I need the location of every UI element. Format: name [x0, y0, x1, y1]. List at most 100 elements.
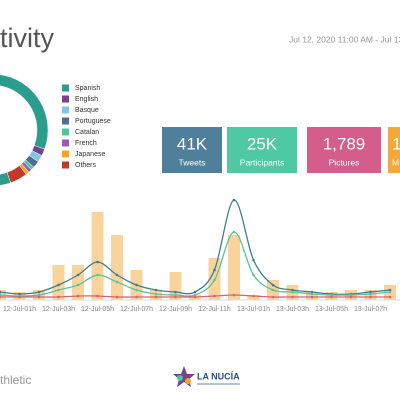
legend-label: Japanese	[75, 151, 105, 158]
line-point	[135, 288, 138, 292]
x-tick-label: 13-Jul-01h	[237, 306, 270, 313]
line-point	[232, 293, 236, 297]
line-point	[76, 283, 80, 287]
donut-slice	[6, 165, 27, 184]
footer-text: thletic	[0, 373, 31, 387]
line-point	[193, 290, 197, 294]
x-tick-label: 12-Jul-09h	[159, 306, 192, 313]
page-title: tivity	[0, 23, 55, 53]
line-point	[37, 290, 41, 294]
kpi-bg	[227, 127, 297, 173]
line-point	[388, 288, 392, 292]
line-point	[388, 290, 392, 294]
x-tick-label: 13-Jul-07h	[354, 306, 387, 313]
legend-swatch	[62, 139, 69, 147]
line-point	[174, 290, 177, 294]
line-point	[310, 290, 314, 294]
line-point	[271, 295, 275, 299]
line-point	[388, 295, 392, 299]
x-tick-label: 12-Jul-05h	[81, 306, 114, 313]
kpi-card: 1,789 Pictures	[307, 127, 381, 173]
line-point	[37, 295, 41, 299]
line-point	[57, 283, 60, 287]
line-point	[213, 278, 216, 282]
line-point	[252, 294, 255, 298]
kpi-card: 41K Tweets	[162, 127, 222, 173]
line-point	[18, 292, 21, 296]
legend-swatch	[62, 95, 69, 103]
line-point	[349, 295, 353, 299]
kpi-card: 25K Participants	[227, 127, 297, 173]
line-point	[291, 288, 294, 292]
line-point	[115, 273, 119, 277]
kpi-label: Tweets	[179, 157, 206, 167]
line-point	[330, 293, 333, 297]
bar	[91, 212, 104, 300]
line-point	[76, 273, 80, 277]
line-point	[76, 294, 80, 298]
line-point	[37, 293, 41, 297]
line-point	[154, 288, 158, 292]
line-point	[96, 294, 99, 298]
legend-swatch	[62, 161, 69, 169]
line-point	[271, 288, 275, 292]
line-point	[57, 295, 60, 299]
line-point	[271, 283, 275, 287]
legend-label: English	[75, 96, 98, 103]
date-range: Jul 12, 2020 11:00 AM - Jul 13,	[289, 34, 400, 44]
line-point	[0, 293, 2, 297]
bar	[111, 235, 123, 300]
bar	[247, 295, 260, 300]
x-tick-label: 13-Jul-05h	[315, 306, 348, 313]
line-point	[135, 283, 138, 287]
bar	[72, 265, 84, 300]
legend-label: Others	[75, 162, 97, 169]
line-point	[252, 273, 255, 277]
x-tick-label: 12-Jul-11h	[198, 306, 231, 313]
line-point	[174, 295, 177, 299]
line-point	[193, 295, 197, 299]
line-point	[115, 280, 119, 284]
line-point	[135, 295, 138, 299]
line-point	[349, 293, 353, 297]
line-point	[0, 295, 2, 299]
logo-dot	[177, 375, 183, 381]
line-point	[18, 295, 21, 299]
kpi-label: M	[392, 157, 399, 167]
line-point	[213, 294, 216, 298]
kpi-value: 41K	[177, 134, 208, 153]
legend-label: French	[75, 140, 97, 147]
legend-swatch	[62, 84, 69, 92]
kpi-bg	[162, 127, 222, 173]
kpi-label: Pictures	[329, 157, 360, 167]
logo-text: LA NUCÍA	[197, 371, 240, 381]
line-point	[174, 293, 177, 297]
line-point	[330, 295, 333, 299]
bar	[228, 235, 240, 300]
line-point	[96, 260, 99, 264]
logo-dot	[185, 378, 191, 384]
kpi-card: 1M	[388, 127, 400, 173]
line-point	[232, 230, 236, 234]
kpi-label: Participants	[240, 157, 284, 167]
line-point	[115, 295, 119, 299]
logo-star	[173, 366, 195, 387]
logo: LA NUCÍA	[173, 366, 240, 387]
line-point	[154, 292, 158, 296]
line-point	[232, 198, 236, 202]
legend-swatch	[62, 128, 69, 136]
kpi-bg	[307, 127, 381, 173]
x-tick-label: 12-Jul-03h	[42, 306, 75, 313]
line-point	[213, 268, 216, 272]
x-tick-label: 13-Jul-03h	[276, 306, 309, 313]
x-tick-label: 12-Jul-01h	[3, 306, 36, 313]
legend-label: Catalan	[75, 129, 99, 136]
line-point	[310, 295, 314, 299]
legend-label: Spanish	[75, 85, 100, 92]
line-point	[369, 295, 372, 299]
legend-swatch	[62, 150, 69, 158]
kpi-value: 25K	[247, 134, 278, 153]
line-point	[369, 292, 372, 296]
